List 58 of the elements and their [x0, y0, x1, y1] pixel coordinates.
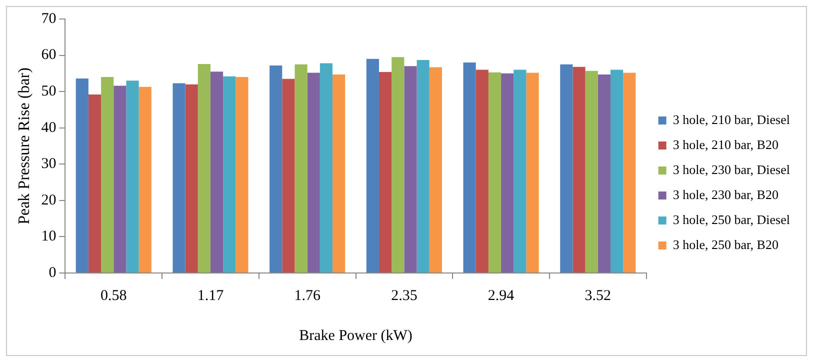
bar	[210, 72, 224, 272]
x-tick-label: 0.58	[100, 288, 127, 304]
bar	[88, 94, 102, 272]
bar	[236, 77, 248, 272]
y-tick-label: 10	[41, 228, 56, 245]
bar	[463, 62, 476, 272]
x-axis-title: Brake Power (kW)	[299, 328, 412, 344]
y-tick-label: 0	[48, 264, 56, 281]
legend-label: 3 hole, 230 bar, Diesel	[672, 162, 790, 177]
y-tick-label: 20	[41, 192, 56, 208]
bar	[598, 74, 610, 272]
bar	[526, 72, 539, 272]
bar	[404, 66, 417, 272]
bar	[366, 58, 380, 272]
legend-label: 3 hole, 250 bar, Diesel	[672, 212, 790, 227]
bar	[560, 64, 573, 272]
bar	[623, 72, 636, 272]
bar	[294, 64, 308, 272]
bar	[379, 72, 392, 272]
bar	[270, 65, 282, 272]
y-tick-label: 70	[41, 10, 56, 27]
bar	[307, 72, 320, 272]
bar	[572, 66, 586, 272]
bar	[514, 70, 526, 272]
x-tick-label: 2.94	[488, 288, 515, 304]
legend-label: 3 hole, 210 bar, B20	[672, 136, 778, 152]
y-tick-label: 40	[41, 120, 56, 136]
bar	[198, 64, 210, 272]
y-tick-label: 30	[41, 156, 56, 172]
bar	[501, 73, 514, 272]
bar	[138, 86, 152, 272]
x-tick-label: 2.35	[391, 288, 418, 304]
bar	[282, 78, 295, 272]
legend-label: 3 hole, 230 bar, B20	[672, 186, 778, 202]
bar	[320, 63, 333, 272]
legend-label: 3 hole, 250 bar, B20	[672, 236, 778, 252]
y-axis-title: Peak Pressure Rise (bar)	[16, 68, 33, 224]
bar	[126, 80, 139, 272]
bar	[172, 83, 186, 272]
bar	[101, 77, 114, 272]
x-tick-label: 1.76	[294, 288, 321, 304]
bar	[332, 74, 346, 272]
bar	[416, 60, 430, 272]
bar	[429, 67, 442, 272]
y-tick-label: 60	[41, 47, 56, 64]
bar	[114, 86, 126, 272]
bar	[488, 72, 502, 272]
bar	[476, 70, 488, 272]
bar	[76, 78, 88, 272]
bar	[610, 70, 624, 272]
x-tick-label: 3.52	[584, 288, 612, 304]
bar	[585, 70, 598, 272]
legend-label: 3 hole, 210 bar, Diesel	[672, 112, 790, 127]
bar	[392, 57, 404, 272]
y-tick-label: 50	[41, 84, 56, 100]
x-tick-label: 1.17	[197, 288, 224, 304]
bar	[223, 76, 236, 272]
bar	[185, 84, 198, 272]
